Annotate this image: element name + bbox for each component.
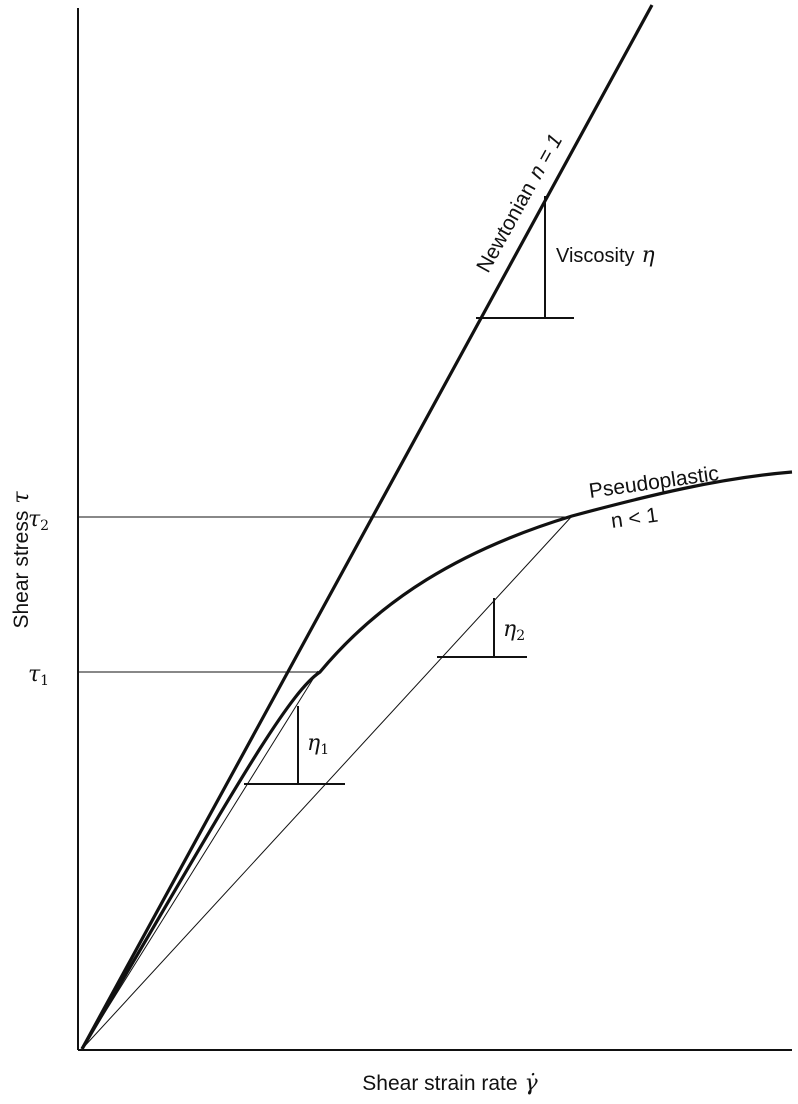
x-axis-title: Shear strain rate γ̇ xyxy=(362,1071,538,1096)
tau1-tick-label: τ1 xyxy=(28,662,49,689)
pseudoplastic-n-label: n < 1 xyxy=(609,504,659,533)
secant-line-eta2 xyxy=(81,515,573,1050)
y-axis-title: Shear stressτ xyxy=(9,491,34,629)
secant-line-eta1 xyxy=(81,670,319,1050)
eta2-label: η2 xyxy=(503,617,525,644)
eta1-label: η1 xyxy=(307,731,329,758)
newtonian-label: Newtoniann = 1 xyxy=(472,130,567,276)
tau2-tick-label: τ2 xyxy=(28,507,49,534)
newtonian-line xyxy=(80,4,654,1050)
pseudoplastic-curve xyxy=(80,470,793,1050)
viscosity-label: Viscosity η xyxy=(556,243,655,268)
